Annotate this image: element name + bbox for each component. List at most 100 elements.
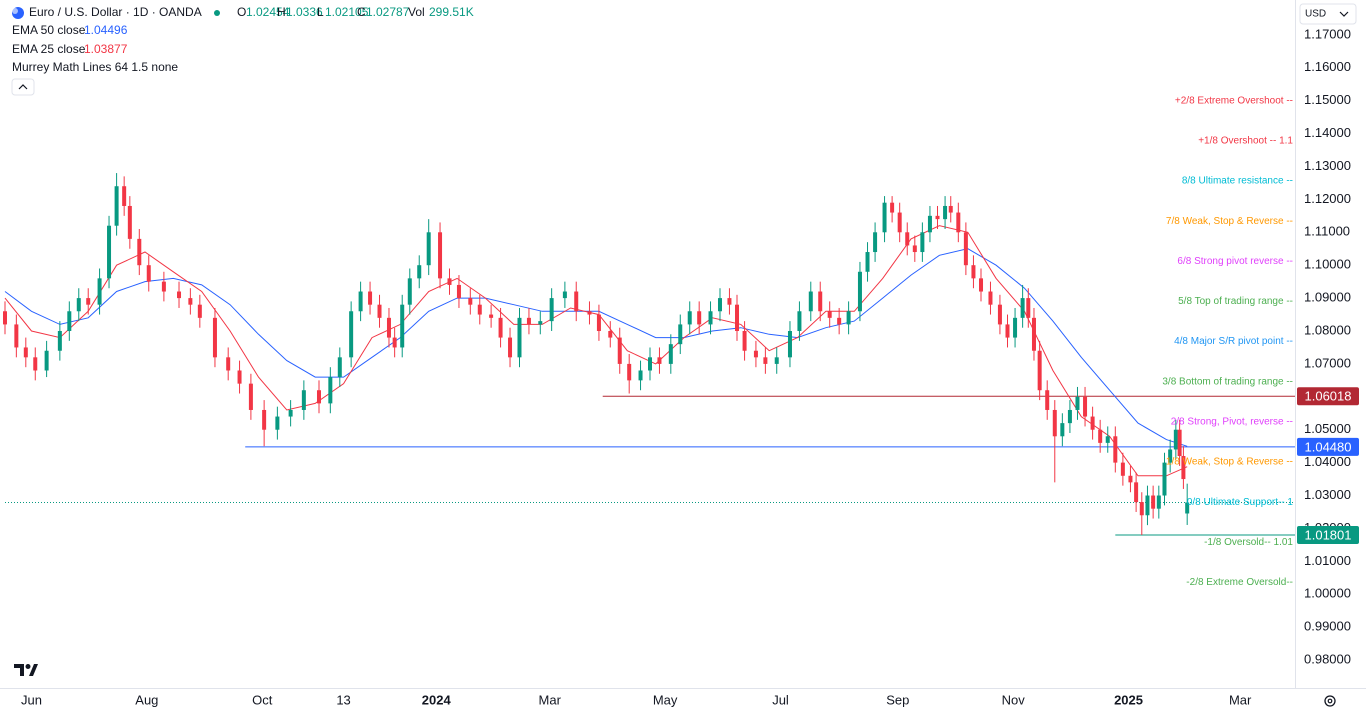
candle-body [808, 291, 813, 312]
candle-body [657, 357, 662, 364]
candle-body [1177, 429, 1182, 457]
indicator-name[interactable]: EMA 50 close [12, 23, 86, 37]
candle-body [1134, 482, 1139, 503]
ohlc-key: O [237, 5, 246, 19]
ohlc-value: 1.02787 [366, 5, 410, 19]
badges-layer: 1.06018 1.04480 1.01801 [1297, 387, 1359, 544]
candle-body [979, 278, 984, 292]
candle-body [549, 298, 554, 322]
candle-body [275, 416, 280, 430]
candle-body [617, 337, 622, 364]
candle-body [763, 357, 768, 364]
candle-body [226, 357, 231, 371]
candle-body [1162, 462, 1167, 496]
indicator-name[interactable]: Murrey Math Lines 64 1.5 none [12, 60, 178, 74]
candle-body [943, 205, 948, 220]
candle-body [587, 311, 592, 315]
currency-chevron [1339, 11, 1349, 17]
candle-body [498, 317, 503, 338]
candle-body [562, 291, 567, 299]
candle-body [927, 215, 932, 233]
candle-body [956, 212, 961, 233]
price-badge-label: 1.04480 [1305, 439, 1352, 454]
candle-body [882, 202, 887, 233]
murray-layer: +2/8 Extreme Overshoot -- +1/8 Overshoot … [1162, 95, 1293, 588]
y-tick-label: 1.09000 [1304, 290, 1351, 305]
candle-body [1120, 462, 1125, 476]
symbol-title[interactable]: Euro / U.S. Dollar · 1D · OANDA [29, 5, 202, 19]
header: Euro / U.S. Dollar · 1D · OANDA Murrey M… [11, 3, 1357, 96]
candle-body [627, 363, 632, 381]
ohlc-key: L [317, 5, 324, 19]
candle-body [97, 278, 102, 305]
candle-body [797, 311, 802, 332]
x-tick-label: Mar [539, 692, 562, 707]
y-tick-label: 1.15000 [1304, 92, 1351, 107]
candle-body [262, 409, 267, 430]
candle-body [349, 311, 354, 358]
candle-body [508, 337, 513, 358]
candle-body [912, 245, 917, 253]
candle-body [1173, 429, 1178, 450]
settings-icon [1324, 695, 1336, 707]
candle-body [248, 383, 253, 410]
y-tick-label: 1.10000 [1304, 257, 1351, 272]
candle-body [988, 291, 993, 305]
candle-body [447, 278, 452, 285]
candle-body [1113, 436, 1118, 463]
candle-body [526, 317, 531, 325]
candle-body [865, 252, 870, 272]
logo-part [14, 664, 24, 676]
ohlc-key: C [357, 5, 366, 19]
candle-body [1156, 495, 1161, 509]
candle-body [288, 409, 293, 417]
volume-value: 299.51K [429, 5, 474, 19]
logo-part [25, 664, 31, 669]
candle-body [997, 304, 1002, 325]
x-tick-label: Mar [1229, 692, 1252, 707]
y-tick-label: 1.08000 [1304, 322, 1351, 337]
collapse-button[interactable] [11, 78, 35, 96]
settings-button[interactable] [1324, 695, 1336, 707]
murray-label: +1/8 Overshoot -- 1.1 [1198, 135, 1293, 146]
x-tick-label: Oct [252, 692, 273, 707]
tradingview-logo[interactable] [14, 664, 38, 676]
y-tick-label: 1.14000 [1304, 125, 1351, 140]
candle-body [735, 304, 740, 332]
y-tick-label: 1.17000 [1304, 26, 1351, 41]
candle-body [114, 186, 119, 226]
candle-body [1026, 298, 1031, 318]
ohlc-value: 1.02454 [246, 5, 290, 19]
price-badge [1297, 437, 1359, 456]
currency-button[interactable] [1299, 3, 1357, 25]
x-tick-label: 13 [336, 692, 350, 707]
x-tick-label: Jul [772, 692, 789, 707]
price-badge-label: 1.06018 [1305, 389, 1352, 404]
candle-body [386, 317, 391, 338]
candle-body [368, 291, 373, 305]
candle-body [1139, 502, 1144, 516]
candle-body [44, 350, 49, 371]
candle-body [846, 311, 851, 325]
candle-body [468, 298, 473, 305]
candle-body [3, 311, 7, 325]
candle-body [538, 321, 543, 325]
candle-body [489, 314, 494, 318]
candle-body [608, 331, 613, 338]
candle-body [1005, 324, 1010, 338]
x-tick-label: May [653, 692, 678, 707]
candle-body [708, 311, 713, 325]
candle-body [897, 212, 902, 233]
candle-body [717, 298, 722, 312]
x-tick-label: Jun [21, 692, 42, 707]
y-tick-label: 1.04000 [1304, 454, 1351, 469]
ohlc-key: H [277, 5, 286, 19]
indicator-name[interactable]: EMA 25 close [12, 42, 86, 56]
price-badge [1297, 525, 1359, 544]
candle-body [1037, 350, 1042, 391]
candle-body [122, 186, 127, 206]
candle-body [1181, 456, 1186, 480]
candle-body [1031, 317, 1036, 351]
candle-body [1090, 416, 1095, 430]
